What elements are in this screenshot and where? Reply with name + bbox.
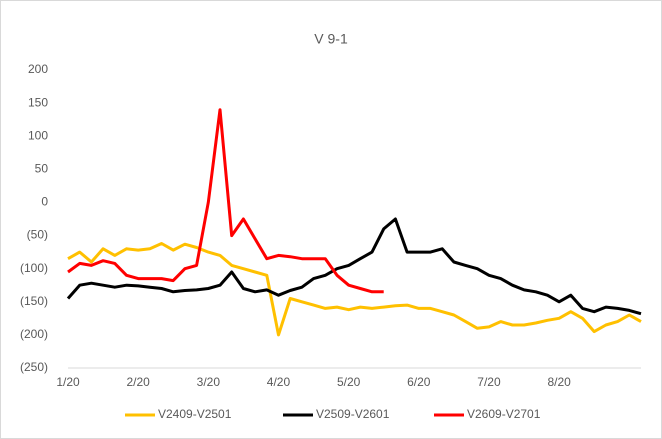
y-tick-label: 200 — [28, 62, 48, 76]
series-line — [67, 242, 642, 337]
series-line — [67, 108, 384, 294]
x-tick-label: 7/20 — [477, 375, 501, 389]
series-line — [66, 217, 642, 316]
y-tick-label: (200) — [20, 327, 48, 341]
legend-label: V2409-V2501 — [158, 407, 232, 421]
y-tick-label: 50 — [35, 162, 49, 176]
x-tick-label: 6/20 — [407, 375, 431, 389]
x-tick-label: 8/20 — [547, 375, 571, 389]
x-tick-label: 4/20 — [267, 375, 291, 389]
x-tick-label: 3/20 — [197, 375, 221, 389]
legend-label: V2609-V2701 — [467, 407, 541, 421]
x-tick-label: 2/20 — [126, 375, 150, 389]
legend-label: V2509-V2601 — [316, 407, 390, 421]
y-tick-label: (50) — [27, 228, 48, 242]
chart-title: V 9-1 — [314, 31, 348, 47]
y-tick-label: (100) — [20, 261, 48, 275]
x-tick-label: 1/20 — [56, 375, 80, 389]
y-tick-label: (150) — [20, 294, 48, 308]
x-tick-label: 5/20 — [337, 375, 361, 389]
y-tick-label: 100 — [28, 128, 48, 142]
y-tick-label: 150 — [28, 95, 48, 109]
y-tick-label: (250) — [20, 360, 48, 374]
y-tick-label: 0 — [41, 195, 48, 209]
